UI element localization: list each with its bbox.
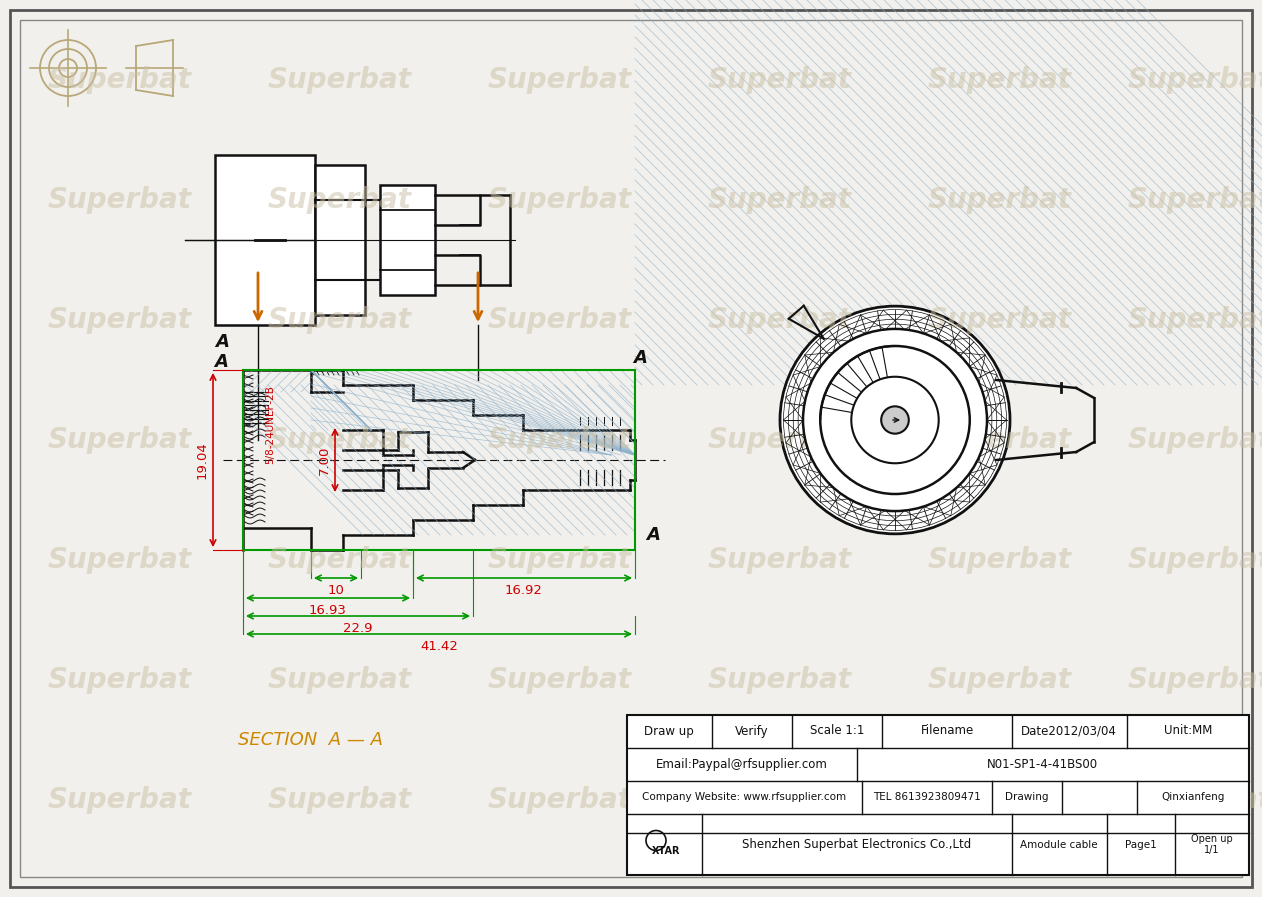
Text: Superbat: Superbat <box>928 66 1071 94</box>
Text: Superbat: Superbat <box>1128 66 1262 94</box>
Text: 41.42: 41.42 <box>420 640 458 653</box>
Text: Superbat: Superbat <box>268 546 411 574</box>
Text: Superbat: Superbat <box>48 426 192 454</box>
Text: Superbat: Superbat <box>1128 306 1262 334</box>
Text: 16.93: 16.93 <box>309 604 347 617</box>
Text: Superbat: Superbat <box>268 426 411 454</box>
Text: Superbat: Superbat <box>928 306 1071 334</box>
Text: Superbat: Superbat <box>928 666 1071 694</box>
Ellipse shape <box>852 377 939 463</box>
Text: Superbat: Superbat <box>928 186 1071 214</box>
Text: Company Website: www.rfsupplier.com: Company Website: www.rfsupplier.com <box>642 793 846 803</box>
Text: Superbat: Superbat <box>48 186 192 214</box>
Text: Superbat: Superbat <box>928 546 1071 574</box>
Text: Superbat: Superbat <box>268 66 411 94</box>
Text: 5/8-24UNEF-2B: 5/8-24UNEF-2B <box>265 385 275 464</box>
Text: 19.04: 19.04 <box>196 441 209 479</box>
Text: Superbat: Superbat <box>1128 546 1262 574</box>
Text: Superbat: Superbat <box>488 306 632 334</box>
Text: Superbat: Superbat <box>268 666 411 694</box>
Text: Superbat: Superbat <box>488 786 632 814</box>
Text: Superbat: Superbat <box>708 786 852 814</box>
Text: Qinxianfeng: Qinxianfeng <box>1161 793 1224 803</box>
Text: Open up
1/1: Open up 1/1 <box>1191 833 1233 856</box>
Text: Superbat: Superbat <box>268 186 411 214</box>
Ellipse shape <box>820 346 969 494</box>
Text: Scale 1:1: Scale 1:1 <box>810 725 864 737</box>
Text: Superbat: Superbat <box>48 66 192 94</box>
Text: N01-SP1-4-41BS00: N01-SP1-4-41BS00 <box>987 758 1098 771</box>
Text: Superbat: Superbat <box>48 666 192 694</box>
Bar <box>627 715 1249 875</box>
Text: Page1: Page1 <box>1126 840 1157 849</box>
Text: A: A <box>646 526 660 544</box>
Text: A: A <box>634 349 647 367</box>
Text: Superbat: Superbat <box>708 666 852 694</box>
Text: Superbat: Superbat <box>488 666 632 694</box>
Text: Superbat: Superbat <box>268 306 411 334</box>
Text: Email:Paypal@rfsupplier.com: Email:Paypal@rfsupplier.com <box>656 758 828 771</box>
Text: Superbat: Superbat <box>488 546 632 574</box>
Ellipse shape <box>881 406 909 433</box>
Text: Superbat: Superbat <box>48 306 192 334</box>
Text: Superbat: Superbat <box>708 306 852 334</box>
Text: XTAR: XTAR <box>651 846 680 856</box>
Text: Superbat: Superbat <box>708 66 852 94</box>
Bar <box>316 165 365 315</box>
Text: Superbat: Superbat <box>928 786 1071 814</box>
Text: SECTION  A — A: SECTION A — A <box>237 731 382 749</box>
Text: Unit:MM: Unit:MM <box>1164 725 1213 737</box>
Text: 16.92: 16.92 <box>505 584 543 597</box>
Text: TEL 8613923809471: TEL 8613923809471 <box>873 793 981 803</box>
Text: 22.9: 22.9 <box>343 622 372 635</box>
Text: Superbat: Superbat <box>488 426 632 454</box>
Text: Superbat: Superbat <box>1128 666 1262 694</box>
Text: Superbat: Superbat <box>488 186 632 214</box>
Text: Superbat: Superbat <box>48 786 192 814</box>
Bar <box>380 185 435 295</box>
Text: Verify: Verify <box>736 725 769 737</box>
Text: 7.00: 7.00 <box>318 445 331 475</box>
Text: Superbat: Superbat <box>488 66 632 94</box>
Text: Date2012/03/04: Date2012/03/04 <box>1021 725 1117 737</box>
Text: Drawing: Drawing <box>1006 793 1049 803</box>
Ellipse shape <box>780 306 1010 534</box>
Text: Draw up: Draw up <box>644 725 694 737</box>
Text: Superbat: Superbat <box>1128 426 1262 454</box>
Text: Shenzhen Superbat Electronics Co.,Ltd: Shenzhen Superbat Electronics Co.,Ltd <box>742 838 972 851</box>
Text: Superbat: Superbat <box>48 546 192 574</box>
Text: Amodule cable: Amodule cable <box>1020 840 1098 849</box>
Text: A: A <box>215 333 228 351</box>
Ellipse shape <box>803 329 987 511</box>
Text: Filename: Filename <box>920 725 973 737</box>
Text: Superbat: Superbat <box>928 426 1071 454</box>
Text: Superbat: Superbat <box>268 786 411 814</box>
Text: Superbat: Superbat <box>1128 186 1262 214</box>
Text: A: A <box>215 353 228 371</box>
Text: Superbat: Superbat <box>708 546 852 574</box>
Text: Superbat: Superbat <box>708 426 852 454</box>
Bar <box>215 155 316 325</box>
Text: Superbat: Superbat <box>1128 786 1262 814</box>
Text: 10: 10 <box>328 584 345 597</box>
Text: Superbat: Superbat <box>708 186 852 214</box>
